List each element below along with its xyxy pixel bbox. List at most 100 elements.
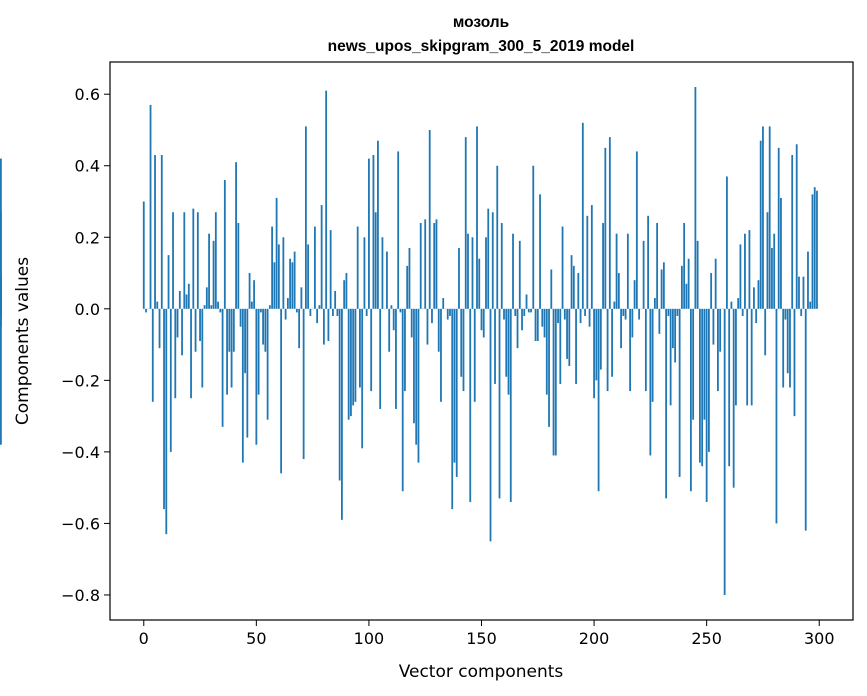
- bar-component-250: [705, 308, 708, 502]
- bar-component-132: [440, 308, 442, 402]
- x-tick-label: 200: [579, 629, 610, 648]
- bar-component-234: [669, 308, 672, 406]
- bar-component-94: [354, 308, 357, 402]
- bar-component-286: [786, 308, 789, 374]
- bar-component-40: [232, 308, 235, 352]
- bar-component-184: [557, 308, 559, 324]
- bar-component-139: [455, 308, 458, 477]
- bar-component-235: [671, 308, 674, 349]
- bar-component-177: [541, 308, 544, 327]
- bar-component-26: [201, 308, 204, 388]
- bar-component-138: [453, 308, 456, 463]
- bar-component-27: [203, 305, 206, 309]
- bar-component-15: [176, 308, 179, 338]
- bar-component-278: [768, 126, 771, 309]
- bar-component-287: [789, 308, 791, 388]
- bar-component-168: [521, 308, 523, 331]
- bar-component-244: [692, 308, 695, 420]
- bar-component-191: [572, 265, 575, 309]
- bar-component-227: [653, 298, 656, 309]
- bar-component-20: [187, 283, 190, 309]
- bar-component-252: [710, 273, 713, 309]
- bar-component-98: [363, 237, 366, 309]
- bar-component-160: [503, 308, 505, 320]
- bar-component-273: [757, 280, 760, 309]
- bar-component-114: [399, 308, 402, 313]
- bar-component-22: [192, 208, 195, 309]
- bar-component-152: [485, 237, 487, 309]
- bar-component-194: [579, 308, 582, 324]
- bar-component-38: [228, 308, 231, 352]
- y-tick-label: 0.0: [75, 300, 100, 319]
- bar-component-178: [543, 308, 546, 338]
- bar-component-202: [597, 308, 600, 492]
- bar-component-290: [795, 144, 798, 309]
- bar-component-121: [415, 308, 418, 445]
- bar-component-271: [753, 287, 755, 309]
- bar-component-183: [554, 308, 557, 456]
- bar-component-56: [268, 305, 271, 309]
- bar-component-207: [608, 137, 611, 309]
- bar-component-265: [739, 244, 742, 309]
- bar-component-113: [397, 151, 400, 309]
- bar-component-72: [304, 126, 307, 309]
- bar-component-1: [145, 308, 147, 313]
- bar-component-50: [255, 308, 258, 445]
- bar-component-203: [599, 308, 602, 370]
- bar-component-153: [487, 208, 490, 309]
- bar-component-8: [160, 155, 163, 309]
- bar-component-43: [239, 308, 242, 327]
- bar-component-36: [223, 180, 226, 309]
- bar-component-37: [226, 308, 228, 395]
- bar-component-77: [316, 308, 319, 324]
- bar-component-97: [361, 308, 364, 449]
- bar-component-133: [442, 298, 445, 309]
- bar-component-270: [750, 308, 753, 406]
- chart-title-line2: news_upos_skipgram_300_5_2019 model: [328, 38, 635, 55]
- bar-component-186: [561, 226, 564, 309]
- bars-group: [0, 87, 818, 595]
- bar-component-142: [462, 308, 465, 392]
- bar-component-45: [244, 308, 246, 374]
- bar-component-68: [295, 308, 298, 313]
- x-axis-ticks: 0 50 100 150 200 250 300: [139, 620, 835, 648]
- bar-component-71: [302, 308, 305, 460]
- bar-component-182: [552, 308, 555, 456]
- bar-component-236: [674, 308, 677, 363]
- bar-component-0: [142, 201, 145, 309]
- bar-component-49: [253, 280, 255, 309]
- bar-component-298: [813, 187, 816, 309]
- bar-component-180: [548, 308, 550, 427]
- bar-component-91: [347, 308, 350, 420]
- y-tick-label: −0.6: [61, 514, 100, 533]
- bar-component-140: [458, 248, 460, 309]
- bar-component-102: [372, 155, 375, 309]
- bar-component-193: [577, 273, 580, 309]
- bar-component-67: [293, 251, 296, 309]
- bar-component-116: [404, 308, 406, 392]
- bar-component-147: [473, 308, 476, 402]
- bar-component-255: [717, 308, 719, 392]
- bar-component-120: [413, 308, 415, 424]
- bar-component-229: [658, 308, 661, 334]
- bar-component-24: [196, 212, 199, 309]
- bar-component-112: [395, 308, 397, 409]
- bar-component-277: [766, 212, 769, 309]
- bar-component-59: [275, 197, 278, 309]
- x-tick-label: 300: [804, 629, 835, 648]
- bar-component-126: [426, 308, 429, 345]
- bar-component-undefined: [0, 158, 2, 309]
- bar-component-66: [291, 262, 294, 309]
- bar-component-211: [617, 273, 620, 309]
- bar-component-279: [771, 248, 773, 309]
- bar-component-28: [205, 287, 208, 309]
- bar-component-261: [730, 301, 733, 309]
- bar-component-196: [584, 308, 586, 316]
- bar-component-215: [626, 233, 629, 309]
- bar-component-163: [509, 308, 512, 502]
- y-tick-label: −0.4: [61, 443, 100, 462]
- bar-component-220: [638, 308, 641, 320]
- bar-component-204: [602, 222, 604, 309]
